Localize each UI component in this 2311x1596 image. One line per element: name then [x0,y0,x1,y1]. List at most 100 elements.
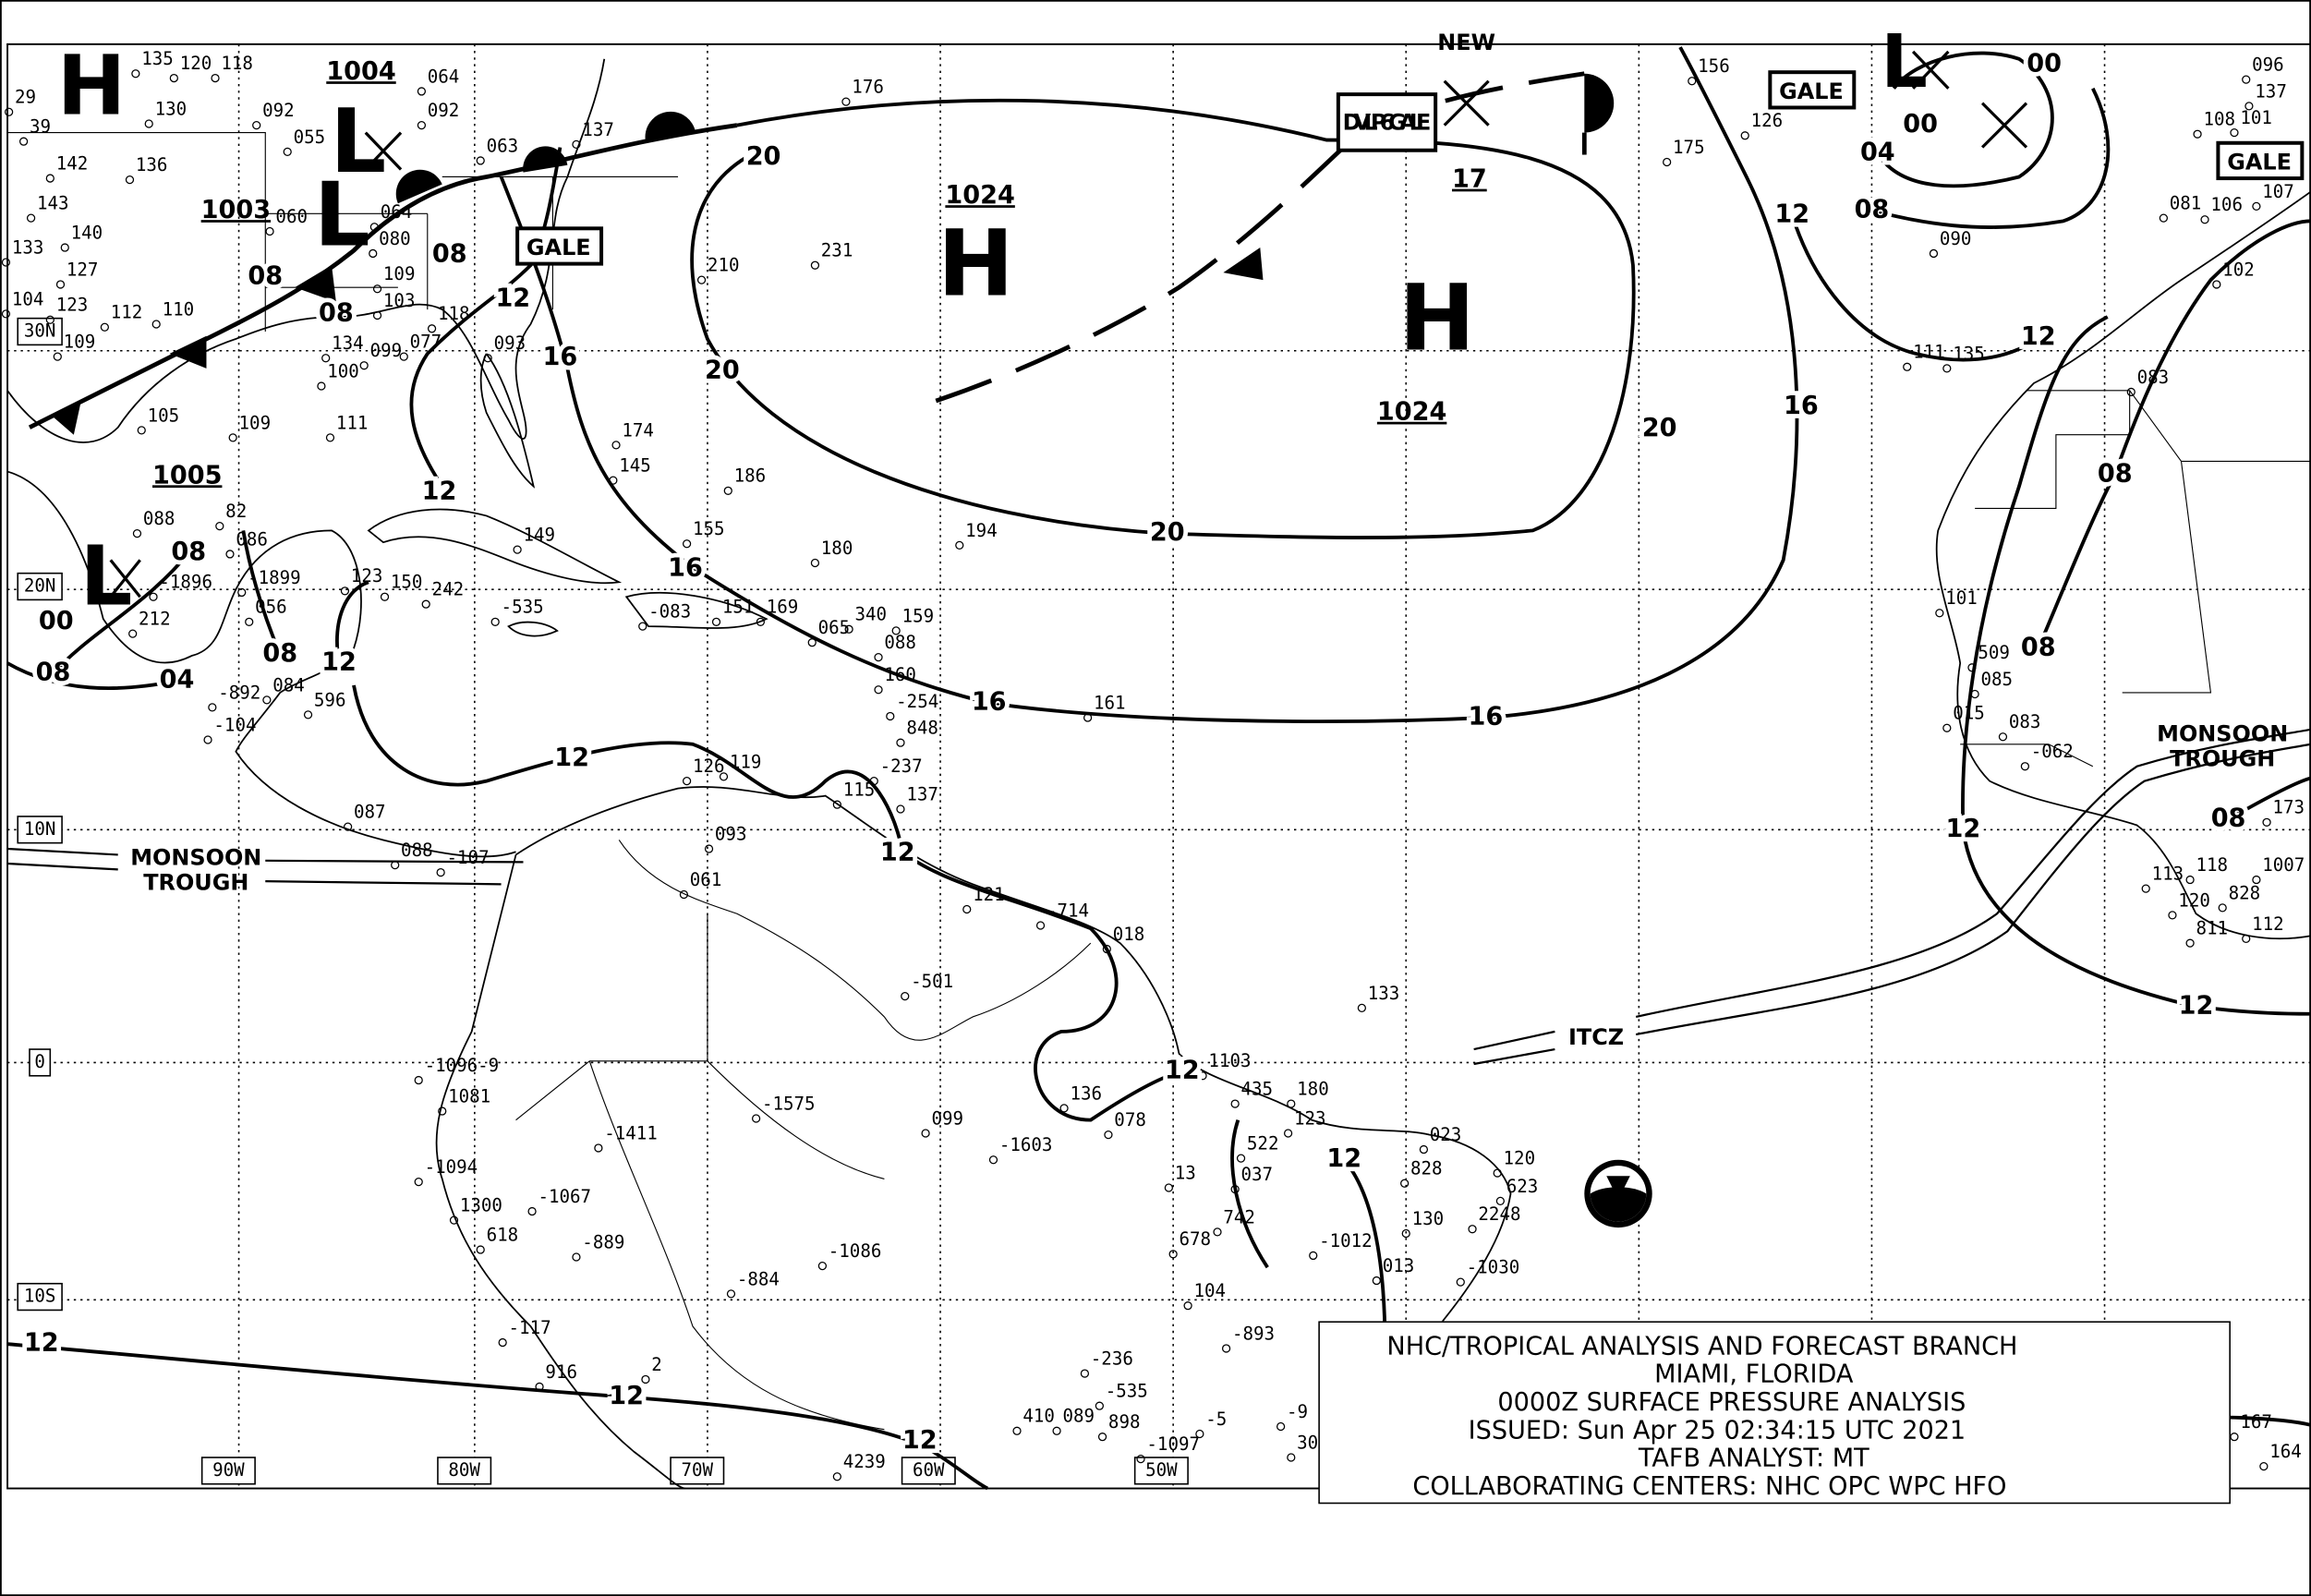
isobars [6,46,2311,1491]
station-circle [2259,1461,2269,1471]
station-value: 080 [379,228,411,249]
station-plot: -1094 [414,1156,478,1187]
station-circle [427,324,437,333]
station-value: 111 [336,412,369,433]
isobar-label: 16 [972,688,1007,717]
isobar-label: 16 [1784,392,1819,420]
isobar-label: 12 [609,1382,644,1410]
isobar-label: 08 [171,538,206,566]
station-value: 055 [294,127,326,148]
station-circle [151,320,161,329]
svg-text:DVLP6 GALE: DVLP6 GALE [1343,109,1432,135]
isobar-label: 08 [2021,634,2056,662]
station-circle [886,711,895,721]
station-circle [572,139,581,149]
cold-front-triangle [295,265,336,303]
station-circle [817,1261,828,1271]
station-value: 137 [2255,80,2287,102]
station-plot: -889 [572,1231,624,1262]
isobar-label: 12 [1774,200,1809,228]
station-value: 435 [1241,1079,1274,1100]
station-plot: 623 [1495,1176,1538,1206]
station-value: 828 [2229,882,2261,903]
station-circle [2242,75,2251,84]
station-circle [1372,1276,1381,1286]
station-value: 109 [239,412,272,433]
station-value: 037 [1241,1164,1274,1185]
station-value: 143 [37,193,69,214]
station-circle [132,528,142,538]
station-plot: 123 [45,295,88,324]
station-plot: 111 [1903,342,1945,371]
station-value: 149 [524,525,556,546]
station-circle [810,558,820,568]
station-circle [340,586,350,596]
x-mark [1980,102,2028,149]
station-value: 4239 [843,1451,886,1472]
station-plot: 145 [609,455,651,485]
station-plot: 109 [53,332,95,361]
station-circle [128,629,138,638]
station-circle [641,1374,650,1384]
station-circle [1970,689,1979,699]
station-plot: 169 [756,597,798,626]
station-circle [449,1215,459,1225]
station-plot: 088 [874,632,916,662]
station-plot: 088 [391,840,433,870]
station-plot: 107 [2252,181,2294,212]
station-plot: 155 [682,518,725,549]
station-plot: 149 [513,525,556,554]
isobar-1016 [499,46,1799,723]
station-circle [1136,1454,1145,1464]
station-plot: 126 [1740,110,1783,140]
station-plot: 092 [417,100,459,130]
station-value: 063 [487,135,519,156]
station-value: 142 [56,152,89,174]
africa-borders [1960,390,2311,768]
station-circle [726,1289,736,1299]
monsoon-trough-label: TROUGH [2170,746,2275,772]
station-circle [527,1206,537,1216]
high-center: H [57,38,127,134]
station-circle [438,1106,447,1116]
station-plot: 186 [723,466,766,495]
itcz-upper [1473,728,2311,1051]
station-circle [891,626,901,635]
station-value: 119 [730,751,762,772]
station-plot: -1899 [237,567,301,598]
isobar-1004-africa [1876,51,2054,188]
station-circle [955,540,964,550]
station-circle [45,174,54,183]
station-circle [1,258,11,267]
warm-front-semicircle [645,111,696,142]
station-value: 060 [275,206,308,227]
pressure-centers: H L 1004 L 1003 L 1005 H 1024 H 1024 L [57,18,1928,625]
station-value: -501 [911,971,953,992]
station-circle [704,844,714,853]
station-circle [1,309,11,319]
station-circle [1663,157,1672,167]
longitude-label-box [670,1457,725,1485]
isobar-label: 12 [2179,991,2214,1020]
station-value: 120 [1504,1147,1536,1168]
station-circle [841,97,851,106]
station-circle [26,213,36,223]
station-value: 120 [180,53,212,74]
station-plot: 174 [611,419,654,450]
station-value: 111 [1913,342,1945,363]
station-plot: -117 [498,1317,551,1348]
station-circle [1052,1426,1061,1435]
station-value: 106 [2210,194,2243,215]
station-plot: -1030 [1456,1257,1519,1287]
station-value: 118 [2196,854,2228,876]
isobar-label: 16 [1469,703,1504,732]
station-value: 104 [1193,1280,1226,1301]
station-value: 110 [163,298,195,320]
station-circle [1080,1369,1090,1378]
station-value: -884 [737,1268,780,1289]
station-plot: 742 [1213,1206,1255,1237]
station-value: 084 [272,674,305,695]
station-value: 140 [71,222,103,243]
isobar-label: 00 [2027,50,2062,79]
isobar-label: 12 [422,477,457,505]
